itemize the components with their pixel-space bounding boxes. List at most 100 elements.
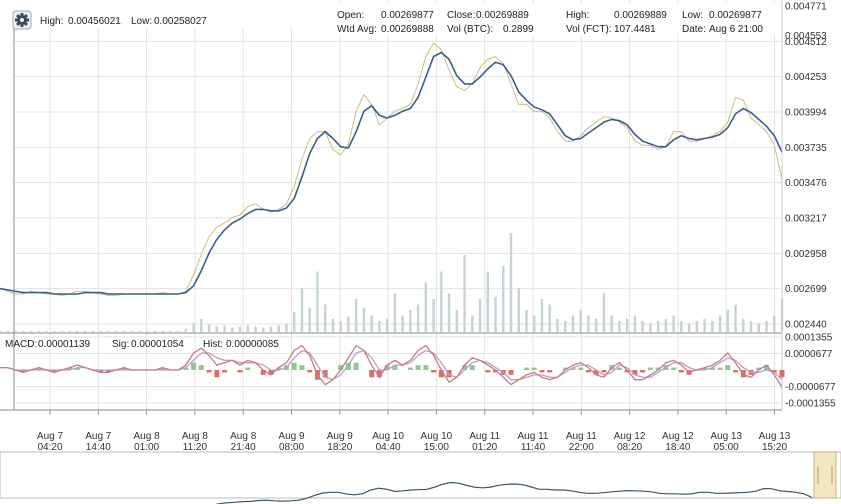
volume-bar (416, 304, 420, 332)
volume-bar (308, 307, 311, 332)
volume-bar (107, 330, 110, 332)
volume-bar (122, 330, 126, 332)
volume-bar (594, 318, 598, 332)
volume-bar (525, 310, 528, 332)
macd-histogram-bar (36, 367, 42, 370)
volume-bar (184, 328, 188, 332)
time-tick-label-date: Aug 7 (85, 431, 112, 442)
volume-bar (354, 299, 358, 332)
macd-histogram-bar (671, 367, 677, 370)
volume-bar (246, 325, 249, 332)
price-tick-label: 0.002958 (785, 249, 827, 260)
macd-gridlines (14, 336, 782, 404)
volume-bar (401, 315, 404, 332)
macd-histogram-bar (709, 367, 715, 370)
vol-btc-label: Vol (BTC): (447, 24, 493, 35)
macd-histogram-bar (508, 370, 514, 375)
volume-bar (494, 296, 497, 332)
macd-tick-label: -0.0000677 (785, 382, 836, 393)
time-tick-label-date: Aug 7 (37, 431, 64, 442)
time-tick-label-date: Aug 11 (469, 431, 500, 442)
volume-bar (517, 288, 520, 332)
macd-histogram-bar (702, 367, 708, 370)
volume-bar (83, 330, 87, 332)
macd-histogram-bar (725, 365, 731, 370)
header-low-label: Low: (131, 16, 152, 27)
volume-bar (153, 330, 157, 332)
macd-histogram-bar (20, 370, 26, 373)
navigator-frame[interactable] (0, 451, 841, 499)
macd-histogram-bar (593, 370, 599, 375)
macd-histogram-bar (98, 370, 104, 373)
macd-histogram-bar (353, 362, 359, 370)
macd-tick-label: 0.0001355 (785, 333, 833, 344)
volume-bar (331, 318, 335, 332)
macd-axis: 0.0001355 0.0000677 -0.0000677 -0.0001355 (785, 333, 836, 410)
macd-histogram-bar (485, 370, 491, 373)
time-tick-label-date: Aug 11 (518, 431, 549, 442)
volume-bar (440, 271, 443, 332)
time-tick-label-date: Aug 8 (182, 431, 209, 442)
time-tick-label-date: Aug 10 (372, 431, 404, 442)
date-value: Aug 6 21:00 (709, 24, 763, 35)
volume-bar (300, 288, 304, 332)
macd-histogram-bar (392, 365, 398, 370)
price-series-line (0, 42, 783, 296)
price-axis-marker-label: 0.004553 (785, 31, 827, 42)
navigator-range-handle[interactable] (813, 451, 837, 499)
time-tick-label-time: 08:00 (279, 442, 304, 453)
macd-histogram-bar (322, 370, 328, 378)
hist-readout-value: 0.00000085 (226, 339, 279, 350)
price-tick-label: 0.004771 (785, 2, 827, 13)
macd-readout-label: MACD: (5, 339, 37, 350)
macd-histogram-bar (585, 370, 591, 373)
macd-histogram-bar (222, 370, 228, 373)
macd-histogram-bar (291, 362, 297, 370)
volume-bar (6, 330, 9, 332)
volume-bar (91, 330, 95, 332)
macd-histogram-bar (779, 370, 785, 378)
volume-bar (548, 304, 551, 332)
macd-histogram-bar (105, 370, 111, 373)
macd-histogram-bar (624, 370, 630, 373)
time-tick-label-time: 11:40 (521, 442, 546, 453)
volume-bar (316, 271, 319, 332)
close-label: Close: (447, 10, 475, 21)
macd-histogram-bar (523, 367, 529, 370)
volume-bar (533, 315, 536, 332)
volume-bar (323, 304, 327, 332)
macd-histogram-bar (345, 362, 351, 370)
settings-button[interactable] (12, 10, 32, 30)
vertical-gridlines (49, 0, 775, 410)
volume-bar (432, 299, 435, 332)
volume-bar (161, 330, 164, 332)
volume-bar (564, 321, 567, 332)
macd-histogram-bar (276, 367, 282, 370)
volume-bar (145, 330, 149, 332)
macd-histogram-bar (531, 367, 537, 370)
macd-histogram-bar (570, 367, 576, 370)
macd-histogram-bar (121, 367, 127, 370)
gear-icon (15, 13, 29, 27)
header-low-value: 0.00258027 (154, 16, 207, 27)
macd-histogram-bar (647, 367, 653, 370)
price-tick-label: 0.002699 (785, 284, 827, 295)
volume-bar (664, 318, 668, 332)
time-tick-label-time: 01:00 (134, 442, 159, 453)
macd-histogram-bar (717, 367, 723, 370)
volume-bar (207, 324, 211, 332)
time-tick-label-time: 15:20 (762, 442, 787, 453)
time-tick-label-date: Aug 9 (327, 431, 354, 442)
volume-bar (52, 330, 56, 332)
macd-histogram-bar (51, 370, 57, 373)
price-tick-label: 0.004253 (785, 72, 827, 83)
time-tick-label-time: 18:40 (665, 442, 690, 453)
volume-bar (14, 330, 17, 332)
volume-bar (680, 321, 683, 332)
volume-bar (556, 318, 559, 332)
header-high-value: 0.00456021 (68, 16, 121, 27)
volume-bar (687, 323, 691, 332)
volume-bar (37, 330, 40, 332)
volume-bar (703, 318, 706, 332)
volume-bar (254, 326, 257, 332)
